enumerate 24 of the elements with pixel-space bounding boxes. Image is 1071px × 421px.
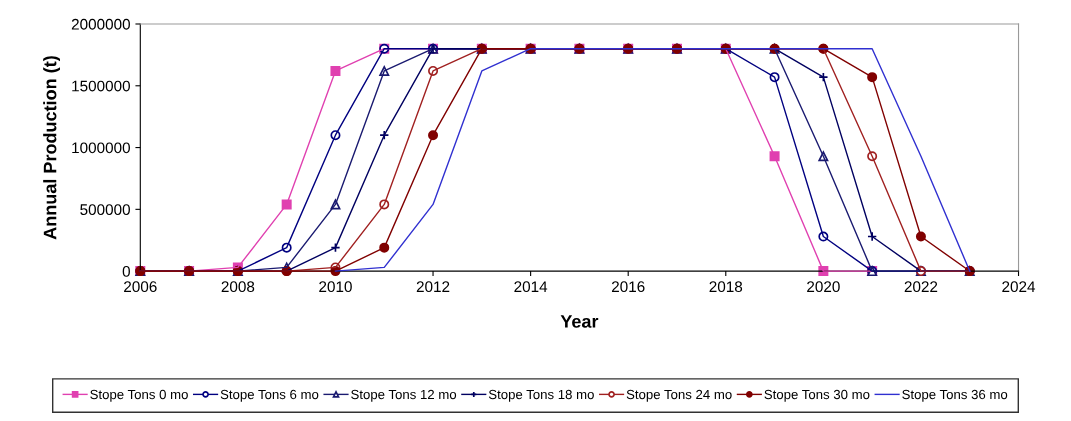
x-tick-label: 2014 bbox=[514, 281, 548, 293]
legend-label: Stope Tons 36 mo bbox=[902, 389, 1008, 402]
legend-label: Stope Tons 12 mo bbox=[351, 389, 457, 402]
x-tick-label: 2024 bbox=[1002, 281, 1036, 293]
y-tick-label: 2000000 bbox=[71, 18, 130, 30]
legend-label: Stope Tons 18 mo bbox=[488, 389, 594, 402]
legend-label: Stope Tons 24 mo bbox=[626, 389, 732, 402]
x-tick-label: 2018 bbox=[709, 281, 743, 293]
x-tick-label: 2010 bbox=[319, 281, 352, 293]
x-tick-label: 2022 bbox=[904, 281, 938, 293]
legend-label: Stope Tons 0 mo bbox=[90, 389, 188, 402]
x-tick-label: 2008 bbox=[221, 281, 255, 293]
x-axis-title: Year bbox=[560, 315, 599, 328]
y-tick-label: 500000 bbox=[80, 204, 130, 216]
x-tick-label: 2012 bbox=[416, 281, 450, 293]
y-tick-label: 1000000 bbox=[72, 142, 130, 154]
x-tick-label: 2016 bbox=[611, 281, 645, 293]
y-tick-label: 1500000 bbox=[72, 80, 130, 92]
legend-label: Stope Tons 30 mo bbox=[764, 389, 870, 402]
x-tick-label: 2020 bbox=[807, 281, 840, 293]
x-tick-label: 2006 bbox=[124, 281, 157, 293]
legend-label: Stope Tons 6 mo bbox=[220, 389, 319, 402]
y-tick-label: 0 bbox=[122, 265, 130, 277]
y-axis-title: Annual Production (t) bbox=[43, 56, 60, 240]
